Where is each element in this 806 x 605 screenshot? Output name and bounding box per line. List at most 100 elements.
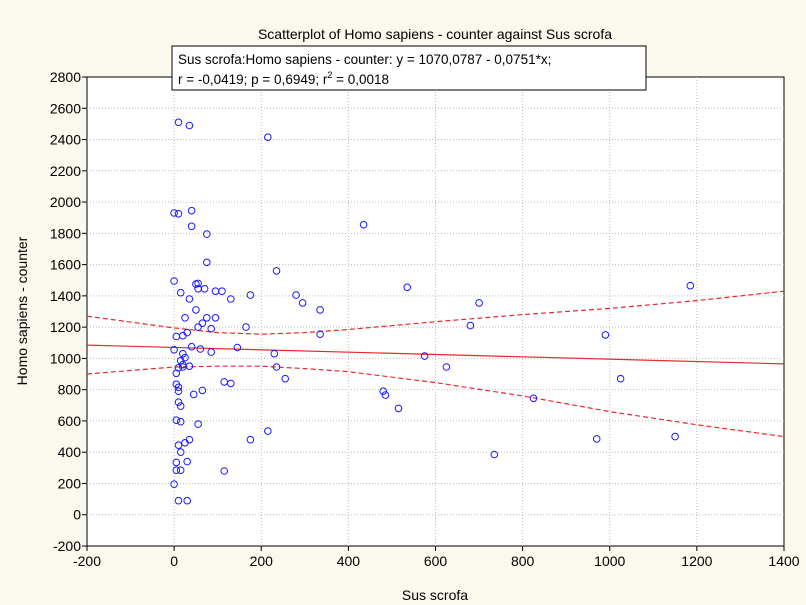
y-tick-label: 0 (73, 507, 81, 523)
data-point (272, 363, 281, 371)
data-point (176, 417, 185, 426)
y-tick-label: 1000 (50, 350, 81, 366)
data-point (218, 287, 226, 296)
data-point (207, 348, 215, 356)
data-point (181, 439, 189, 447)
data-point (490, 450, 499, 459)
annotation-line-2: r = -0,0419; p = 0,6949; r2 = 0,0018 (178, 70, 389, 87)
data-point (172, 416, 181, 425)
data-point (174, 118, 183, 127)
data-point (172, 458, 181, 467)
data-point (187, 222, 196, 231)
y-tick-label: 2600 (50, 100, 81, 116)
data-point (529, 394, 538, 403)
data-point (187, 342, 196, 351)
data-point (420, 352, 429, 360)
data-point (172, 466, 181, 475)
data-point (179, 349, 187, 358)
x-tick-label: 1200 (681, 553, 712, 569)
data-point (264, 427, 272, 435)
y-tick-label: 800 (58, 382, 82, 398)
x-tick-label: -200 (73, 553, 101, 569)
data-point (174, 496, 183, 505)
annotation-superscript: 2 (327, 70, 332, 80)
data-point (592, 435, 601, 443)
data-point (176, 288, 185, 297)
data-point (192, 306, 200, 314)
data-point (170, 209, 178, 217)
y-tick-label: 1400 (50, 288, 81, 304)
data-points (170, 118, 695, 505)
data-point (227, 295, 235, 303)
annotation-frame (171, 45, 647, 91)
annotation-line-2-pre: r = -0,0419; p = 0,6949; r (178, 72, 328, 87)
y-tick-label: 1200 (50, 319, 81, 335)
data-point (174, 387, 183, 396)
data-point (203, 258, 211, 267)
confidence-band-lower (86, 365, 785, 438)
y-tick-label: 2800 (50, 69, 81, 85)
data-point (174, 398, 183, 407)
data-point (227, 379, 235, 388)
y-axis-label: Homo sapiens - counter (14, 236, 30, 385)
data-point (185, 362, 194, 371)
data-point (270, 349, 279, 358)
confidence-band-upper (86, 290, 785, 335)
data-point (403, 283, 412, 292)
y-tick-label: 200 (58, 475, 82, 491)
y-axis-ticks: -200 0 200 400 600 800 1000 1200 1400 1600 1800 200… (50, 69, 87, 554)
data-point (176, 466, 185, 475)
x-tick-label: 800 (511, 553, 535, 569)
data-point (381, 391, 390, 399)
data-point (475, 299, 483, 307)
data-point (264, 133, 272, 141)
data-point (316, 306, 324, 314)
data-point (233, 343, 242, 352)
data-point (272, 267, 281, 275)
y-tick-label: 2400 (50, 132, 81, 148)
y-tick-label: 400 (58, 444, 82, 460)
data-point (183, 496, 191, 505)
x-tick-label: 1000 (594, 553, 625, 569)
data-point (671, 432, 679, 441)
y-tick-label: 2000 (50, 194, 81, 210)
data-point (198, 386, 207, 395)
data-point (185, 295, 194, 303)
data-point (176, 402, 185, 410)
data-point (194, 323, 202, 331)
x-tick-label: 600 (424, 553, 448, 569)
data-point (174, 441, 183, 450)
stats-annotation-box: Sus scrofa:Homo sapiens - counter: y = 1… (171, 45, 647, 91)
data-point (292, 291, 300, 299)
data-point (242, 323, 250, 331)
data-point (196, 345, 205, 353)
data-point (207, 324, 215, 333)
x-tick-label: 400 (337, 553, 361, 569)
y-tick-label: 600 (58, 413, 82, 429)
data-point (394, 404, 403, 413)
data-point (298, 299, 307, 307)
x-tick-label: 200 (250, 553, 274, 569)
grid-lines (87, 77, 784, 546)
data-point (220, 467, 228, 475)
data-point (183, 457, 191, 466)
data-point (179, 331, 187, 340)
data-point (379, 387, 388, 396)
x-tick-label: 0 (170, 553, 178, 569)
y-tick-label: 1600 (50, 257, 81, 273)
data-point (316, 330, 324, 339)
data-point (187, 206, 196, 215)
data-point (170, 346, 178, 354)
y-tick-label: 1800 (50, 225, 81, 241)
data-point (616, 374, 625, 383)
data-point (246, 291, 255, 299)
data-point (170, 480, 178, 489)
data-point (686, 281, 695, 290)
data-point (174, 210, 183, 218)
data-point (211, 314, 220, 322)
data-point (203, 314, 211, 322)
x-axis-ticks: -200 0 200 400 600 800 1000 1200 1400 (73, 546, 800, 569)
data-point (181, 314, 189, 322)
data-point (442, 363, 451, 371)
